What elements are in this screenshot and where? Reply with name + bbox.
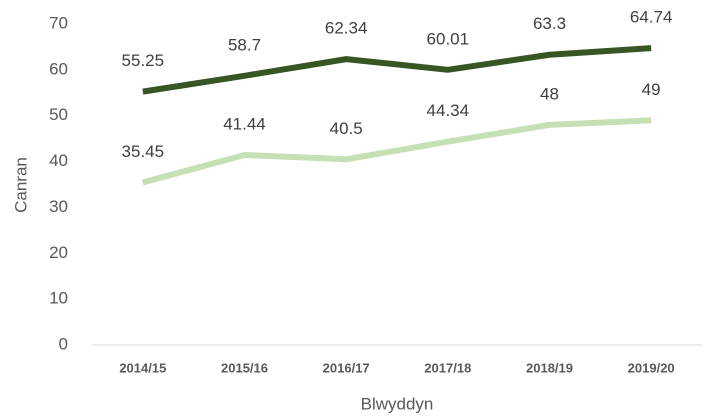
- data-label: 48: [540, 84, 559, 103]
- y-tick-label: 70: [49, 13, 68, 32]
- data-label: 40.5: [330, 119, 363, 138]
- x-tick-label: 2015/16: [221, 360, 268, 375]
- y-tick-label: 0: [59, 334, 68, 353]
- y-tick-label: 50: [49, 105, 68, 124]
- data-label: 60.01: [427, 29, 470, 48]
- y-tick-label: 20: [49, 243, 68, 262]
- x-tick-label: 2018/19: [526, 360, 573, 375]
- data-label: 58.7: [228, 35, 261, 54]
- x-tick-label: 2019/20: [628, 360, 675, 375]
- y-axis-label: Canran: [11, 157, 30, 213]
- x-tick-label: 2014/15: [119, 360, 166, 375]
- data-label: 55.25: [122, 51, 165, 70]
- data-label: 44.34: [427, 101, 470, 120]
- data-label: 49: [642, 80, 661, 99]
- data-label: 62.34: [325, 19, 368, 38]
- series-line: [142, 45, 652, 95]
- x-tick-label: 2017/18: [424, 360, 471, 375]
- data-label: 64.74: [630, 8, 673, 27]
- y-tick-label: 30: [49, 197, 68, 216]
- data-label: 63.3: [533, 14, 566, 33]
- data-label: 35.45: [122, 142, 165, 161]
- x-axis-label: Blwyddyn: [361, 394, 434, 413]
- y-tick-label: 60: [49, 59, 68, 78]
- data-label: 41.44: [223, 114, 266, 133]
- y-tick-label: 40: [49, 151, 68, 170]
- x-tick-label: 2016/17: [323, 360, 370, 375]
- series-line: [142, 117, 652, 186]
- y-tick-label: 10: [49, 289, 68, 308]
